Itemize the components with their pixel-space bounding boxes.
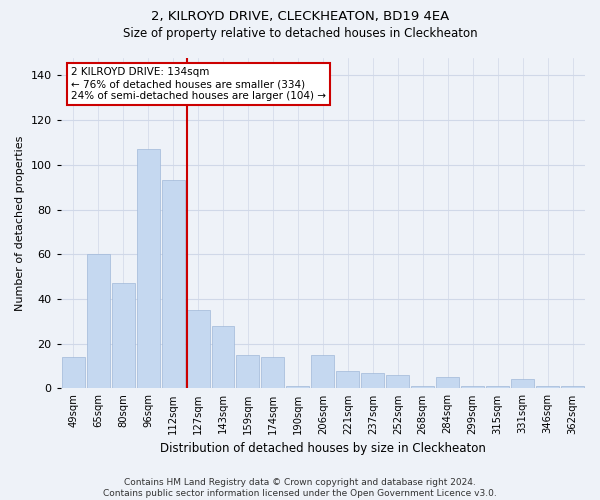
Text: 2 KILROYD DRIVE: 134sqm
← 76% of detached houses are smaller (334)
24% of semi-d: 2 KILROYD DRIVE: 134sqm ← 76% of detache… (71, 68, 326, 100)
Bar (86, 254, 110, 388)
Bar (436, 378, 459, 388)
Text: Contains HM Land Registry data © Crown copyright and database right 2024.
Contai: Contains HM Land Registry data © Crown c… (103, 478, 497, 498)
Bar (511, 380, 534, 388)
Bar (161, 180, 185, 388)
Bar (262, 357, 284, 388)
Bar (112, 284, 134, 389)
Text: 2, KILROYD DRIVE, CLECKHEATON, BD19 4EA: 2, KILROYD DRIVE, CLECKHEATON, BD19 4EA (151, 10, 449, 23)
Bar (561, 386, 584, 388)
Bar (212, 326, 235, 388)
Bar (411, 386, 434, 388)
Bar (361, 373, 384, 388)
Bar (236, 355, 259, 388)
Bar (311, 355, 334, 388)
Bar (536, 386, 559, 388)
Bar (187, 310, 209, 388)
Bar (486, 386, 509, 388)
Bar (337, 370, 359, 388)
Bar (62, 357, 85, 388)
Bar (286, 386, 310, 388)
Bar (461, 386, 484, 388)
X-axis label: Distribution of detached houses by size in Cleckheaton: Distribution of detached houses by size … (160, 442, 486, 455)
Text: Size of property relative to detached houses in Cleckheaton: Size of property relative to detached ho… (122, 28, 478, 40)
Y-axis label: Number of detached properties: Number of detached properties (15, 136, 25, 310)
Bar (386, 375, 409, 388)
Bar (137, 149, 160, 388)
